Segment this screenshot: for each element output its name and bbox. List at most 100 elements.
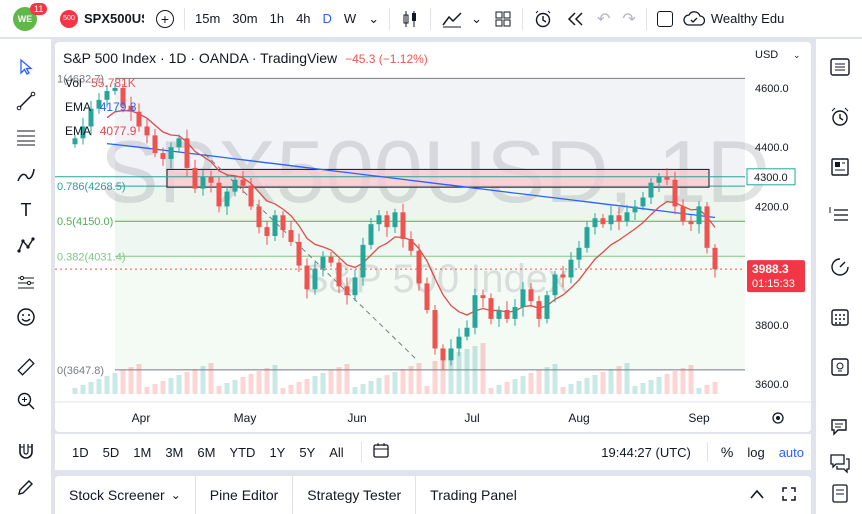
object-tree-button[interactable] bbox=[824, 199, 856, 231]
volume-bar bbox=[680, 368, 686, 394]
range-1d[interactable]: 1D bbox=[72, 444, 89, 460]
data-window-button[interactable] bbox=[824, 151, 856, 183]
interval-1h[interactable]: 1h bbox=[269, 11, 285, 26]
auto-scale-toggle[interactable]: auto bbox=[778, 444, 804, 460]
price-axis[interactable]: USD ⌄ 4600.0 4400.0 4200.0 3800.0 3600.0 4300… bbox=[746, 49, 805, 391]
chart-pane[interactable]: 1(4632.7) 0.786(4268.5) 0.5(4150.0) 0.382(4… bbox=[55, 42, 811, 432]
goto-date-button[interactable] bbox=[372, 442, 390, 463]
volume-bar bbox=[96, 379, 102, 394]
layout-grid-button[interactable] bbox=[488, 0, 518, 38]
range-3m[interactable]: 3M bbox=[165, 444, 184, 460]
alarm-clock-icon bbox=[831, 107, 849, 126]
candle-style-button[interactable] bbox=[394, 0, 426, 38]
measure-tool[interactable] bbox=[10, 351, 42, 383]
replay-button[interactable] bbox=[559, 0, 591, 38]
volume-bar bbox=[288, 385, 294, 394]
volume-bar bbox=[208, 363, 214, 394]
ema2-legend[interactable]: EMA 4077.9 bbox=[65, 124, 136, 138]
volume-bar bbox=[200, 366, 206, 394]
alarm-clock-icon bbox=[535, 10, 551, 27]
interval-15m[interactable]: 15m bbox=[195, 11, 221, 26]
alert-button[interactable] bbox=[527, 0, 559, 38]
prediction-tool[interactable] bbox=[10, 266, 42, 298]
layout-name-button[interactable]: Wealthy Edu bbox=[679, 0, 790, 38]
smiley-icon bbox=[17, 308, 35, 326]
interval-w[interactable]: W bbox=[343, 11, 357, 26]
hotlist-button[interactable] bbox=[824, 251, 856, 283]
fib-tool[interactable] bbox=[10, 121, 42, 153]
volume-bar bbox=[248, 374, 254, 394]
zoom-tool[interactable] bbox=[10, 385, 42, 417]
resistance-price-box bbox=[746, 168, 796, 186]
collapse-panel-button[interactable] bbox=[739, 487, 775, 503]
volume-bars bbox=[72, 343, 718, 394]
range-1m[interactable]: 1M bbox=[133, 444, 152, 460]
trend-line-icon bbox=[16, 91, 36, 111]
tab-strategy-tester[interactable]: Strategy Tester bbox=[293, 476, 417, 514]
range-6m[interactable]: 6M bbox=[197, 444, 216, 460]
range-all[interactable]: All bbox=[329, 444, 344, 460]
magnet-tool[interactable] bbox=[10, 435, 42, 467]
trend-line-tool[interactable] bbox=[10, 85, 42, 117]
interval-d[interactable]: D bbox=[322, 11, 332, 26]
alerts-button[interactable] bbox=[824, 101, 856, 133]
trend-line[interactable] bbox=[204, 153, 418, 361]
watchlist-button[interactable] bbox=[824, 51, 856, 83]
volume-bar bbox=[360, 384, 366, 394]
messages-button[interactable] bbox=[824, 447, 856, 479]
indicators-button[interactable]: ⌄ bbox=[435, 0, 488, 38]
candle-body bbox=[304, 265, 310, 290]
utc-clock[interactable]: 19:44:27 (UTC) bbox=[601, 444, 691, 460]
tab-pine-editor[interactable]: Pine Editor bbox=[196, 476, 294, 514]
candle-body bbox=[216, 182, 222, 207]
symbol-flag-icon: 500 bbox=[60, 9, 78, 28]
interval-4h[interactable]: 4h bbox=[296, 11, 311, 26]
fullscreen-toggle[interactable] bbox=[651, 0, 679, 38]
candle-body bbox=[440, 348, 446, 361]
symbol-search[interactable]: 500 SPX500USD bbox=[50, 0, 150, 38]
logo-badge[interactable]: WE 11 bbox=[0, 0, 50, 38]
ema2-value: 4077.9 bbox=[99, 124, 137, 138]
candle-body bbox=[200, 176, 206, 189]
ema1-legend[interactable]: EMA 4179.8 bbox=[65, 100, 136, 114]
log-scale-toggle[interactable]: log bbox=[747, 444, 765, 460]
volume-bar bbox=[216, 386, 222, 394]
pattern-tool[interactable] bbox=[10, 229, 42, 261]
help-button[interactable] bbox=[824, 477, 856, 509]
ideas-button[interactable] bbox=[824, 351, 856, 383]
volume-legend[interactable]: Vol 55.781K bbox=[65, 76, 136, 90]
range-5y[interactable]: 5Y bbox=[299, 444, 316, 460]
price-chart[interactable]: 1(4632.7) 0.786(4268.5) 0.5(4150.0) 0.382(4… bbox=[55, 42, 811, 432]
candle-body bbox=[368, 224, 374, 245]
undo-button[interactable]: ↶ bbox=[591, 0, 616, 38]
chart-settings-button[interactable] bbox=[772, 412, 784, 424]
tab-trading-panel[interactable]: Trading Panel bbox=[430, 487, 517, 503]
redo-icon: ↷ bbox=[622, 10, 636, 28]
range-1y[interactable]: 1Y bbox=[269, 444, 286, 460]
chats-button[interactable] bbox=[824, 411, 856, 443]
brush-tool[interactable] bbox=[10, 159, 42, 191]
interval-30m[interactable]: 30m bbox=[232, 11, 258, 26]
text-tool[interactable]: T bbox=[10, 194, 42, 226]
percent-scale-toggle[interactable]: % bbox=[720, 444, 734, 460]
lock-drawing-tool[interactable] bbox=[10, 471, 42, 503]
candle-body bbox=[128, 105, 134, 112]
maximize-panel-button[interactable] bbox=[775, 486, 811, 505]
tab-stock-screener[interactable]: Stock Screener ⌄ bbox=[55, 476, 196, 514]
range-5d[interactable]: 5D bbox=[102, 444, 120, 460]
volume-bar bbox=[104, 376, 110, 394]
interval-dropdown[interactable]: ⌄ bbox=[362, 0, 385, 38]
compare-add-button[interactable]: + bbox=[150, 0, 180, 38]
cloud-check-icon bbox=[683, 10, 705, 26]
currency-label[interactable]: USD bbox=[755, 49, 778, 61]
calendar-icon bbox=[831, 309, 849, 326]
calendar-button[interactable] bbox=[824, 301, 856, 333]
candle-body bbox=[576, 247, 582, 260]
resistance-rectangle[interactable] bbox=[166, 168, 710, 188]
cursor-tool[interactable] bbox=[10, 51, 42, 83]
redo-button[interactable]: ↷ bbox=[616, 0, 641, 38]
time-axis[interactable]: Apr May Jun Jul Aug Sep bbox=[132, 411, 710, 425]
emoji-tool[interactable] bbox=[10, 301, 42, 333]
range-ytd[interactable]: YTD bbox=[229, 444, 256, 460]
prediction-icon bbox=[18, 275, 34, 289]
